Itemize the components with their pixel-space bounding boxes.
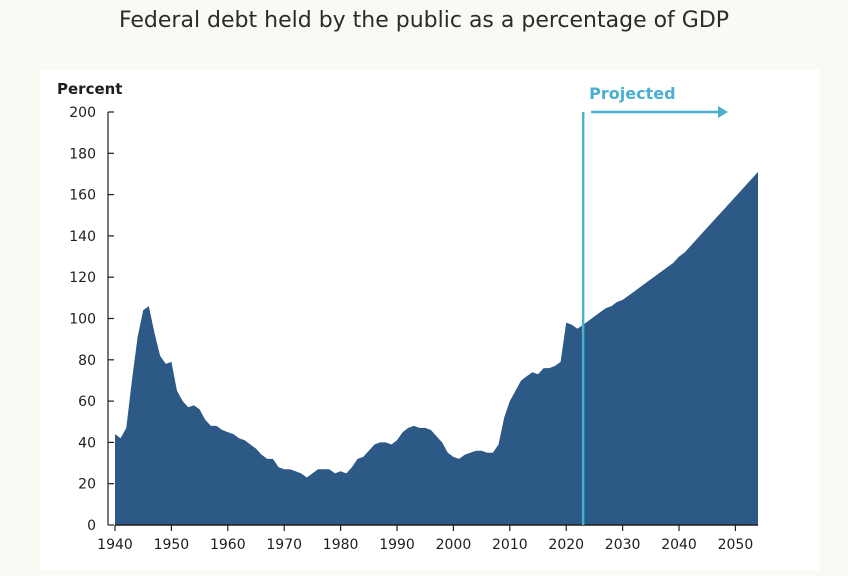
- projection-arrow-head: [718, 106, 728, 118]
- x-tick-label-1960: 1960: [210, 537, 246, 553]
- x-tick-label-2030: 2030: [605, 537, 641, 553]
- x-tick-label-1980: 1980: [323, 537, 359, 553]
- projection-label: Projected: [589, 84, 675, 103]
- x-tick-label-2000: 2000: [436, 537, 472, 553]
- x-tick-label-1970: 1970: [266, 537, 302, 553]
- x-tick-label-2020: 2020: [548, 537, 584, 553]
- y-tick-label-0: 0: [87, 518, 96, 534]
- y-tick-label-40: 40: [78, 435, 96, 451]
- y-tick-label-60: 60: [78, 394, 96, 410]
- y-tick-label-180: 180: [69, 146, 96, 162]
- x-tick-label-2050: 2050: [718, 537, 754, 553]
- x-tick-label-2040: 2040: [661, 537, 697, 553]
- y-tick-label-200: 200: [69, 105, 96, 121]
- y-axis-label: Percent: [57, 80, 122, 98]
- x-tick-label-1950: 1950: [154, 537, 190, 553]
- x-tick-label-2010: 2010: [492, 537, 528, 553]
- x-tick-label-1990: 1990: [379, 537, 415, 553]
- debt-area-series-0: [115, 171, 758, 525]
- y-tick-label-160: 160: [69, 188, 96, 204]
- x-tick-label-1940: 1940: [97, 537, 133, 553]
- y-tick-label-140: 140: [69, 229, 96, 245]
- chart-title: Federal debt held by the public as a per…: [118, 8, 730, 33]
- y-tick-label-20: 20: [78, 477, 96, 493]
- y-tick-label-100: 100: [69, 312, 96, 328]
- y-tick-label-80: 80: [78, 353, 96, 369]
- y-tick-label-120: 120: [69, 270, 96, 286]
